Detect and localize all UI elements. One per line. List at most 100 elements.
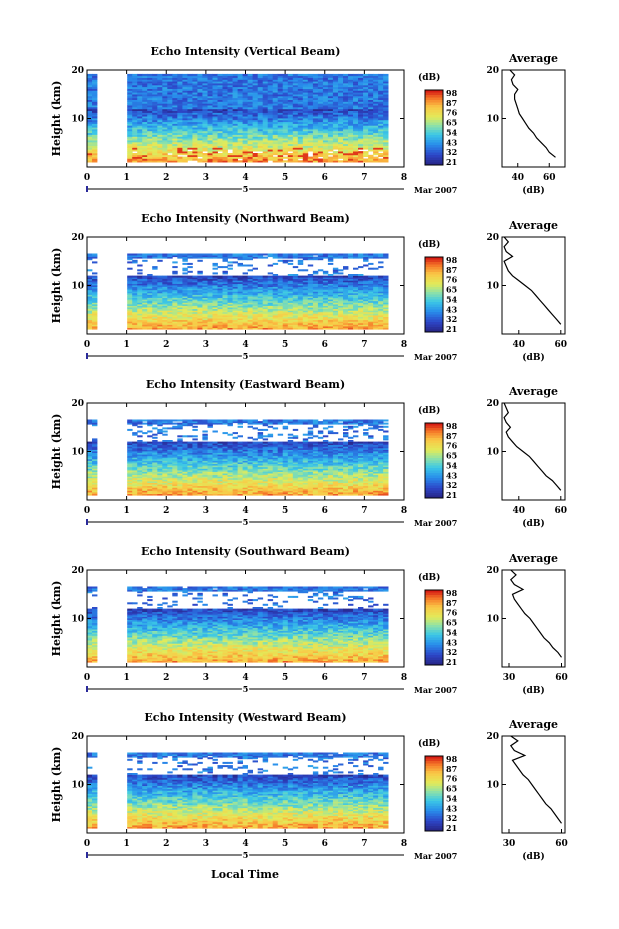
heatmap-cell <box>222 118 228 121</box>
heatmap-cell <box>247 127 253 130</box>
heatmap-cell <box>267 289 274 292</box>
heatmap-cell <box>373 92 379 95</box>
heatmap-cell <box>383 138 389 141</box>
heatmap-cell <box>147 296 153 298</box>
heatmap-cell <box>302 129 309 132</box>
heatmap-cell <box>152 145 158 148</box>
heatmap-cell <box>332 319 339 322</box>
heatmap-cell <box>277 118 284 121</box>
heatmap-cell <box>207 281 213 284</box>
heatmap-cell <box>277 316 284 319</box>
heatmap-cell <box>182 493 188 496</box>
profile-y-tick-label: 10 <box>486 282 499 292</box>
heatmap-cell <box>132 123 138 126</box>
heatmap-cell <box>172 90 178 93</box>
heatmap-cell <box>302 127 309 130</box>
heatmap-cell <box>227 136 233 139</box>
heatmap-cell <box>257 313 264 316</box>
heatmap-cell <box>322 493 329 496</box>
heatmap-cell <box>272 296 279 298</box>
heatmap-cell <box>322 149 329 152</box>
heatmap-cell <box>327 125 334 128</box>
heatmap-cell <box>348 308 354 311</box>
heatmap-cell <box>132 299 138 302</box>
heatmap-cell <box>177 275 183 278</box>
heatmap-cell <box>358 121 364 124</box>
heatmap-cell <box>358 108 364 111</box>
heatmap-cell <box>222 83 228 86</box>
heatmap-cell <box>358 125 364 128</box>
heatmap-cell <box>142 97 148 100</box>
heatmap-cell <box>302 97 309 100</box>
heatmap-cell <box>192 84 198 88</box>
heatmap-cell <box>373 322 379 325</box>
heatmap-cell <box>187 151 193 154</box>
heatmap-cell <box>202 145 208 148</box>
heatmap-cell <box>167 296 173 298</box>
heatmap-cell <box>202 121 208 124</box>
heatmap-cell <box>272 95 279 99</box>
heatmap-cell <box>383 129 389 132</box>
heatmap-cell <box>383 291 389 294</box>
heatmap-cell <box>282 493 289 496</box>
heatmap-cell <box>368 92 374 95</box>
heatmap-cell <box>147 125 153 128</box>
heatmap-cell <box>197 278 203 281</box>
heatmap-cell <box>247 316 253 319</box>
heatmap-cell <box>368 291 374 294</box>
heatmap-cell <box>332 90 339 93</box>
heatmap-cell <box>358 324 364 327</box>
heatmap-cell <box>87 324 93 327</box>
heatmap-cell <box>252 127 258 130</box>
heatmap-cell <box>348 114 354 117</box>
heatmap-cell <box>197 73 203 77</box>
heatmap-cell <box>162 108 168 111</box>
heatmap-cell <box>172 129 178 132</box>
heatmap-cell <box>267 75 274 78</box>
heatmap-cell <box>383 108 389 111</box>
heatmap-cell <box>322 108 329 111</box>
heatmap-cell <box>302 79 309 82</box>
heatmap-cell <box>327 107 334 110</box>
heatmap-cell <box>338 141 344 145</box>
heatmap-cell <box>182 107 188 110</box>
heatmap-cell <box>127 158 133 161</box>
heatmap-cell <box>157 259 163 262</box>
heatmap-cell <box>172 280 178 283</box>
heatmap-cell <box>182 288 188 291</box>
heatmap-cell <box>227 311 233 314</box>
heatmap-cell <box>358 275 364 278</box>
heatmap-cell <box>197 292 203 295</box>
heatmap-cell <box>262 280 269 283</box>
heatmap-cell <box>282 299 289 302</box>
heatmap-cell <box>177 300 183 303</box>
heatmap-cell <box>353 119 359 123</box>
heatmap-cell <box>292 291 299 294</box>
heatmap-cell <box>132 281 138 284</box>
heatmap-cell <box>132 256 138 259</box>
heatmap-cell <box>232 492 238 494</box>
heatmap-cell <box>262 292 269 295</box>
heatmap-cell <box>272 73 279 77</box>
heatmap-cell <box>247 81 253 84</box>
heatmap-cell <box>332 105 339 108</box>
heatmap-cell <box>378 280 384 283</box>
heatmap-cell <box>368 154 374 157</box>
heatmap-cell <box>222 119 228 123</box>
heatmap-cell <box>227 105 233 108</box>
heatmap-cell <box>187 289 193 292</box>
heatmap-cell <box>172 291 178 294</box>
heatmap-cell <box>383 86 389 89</box>
heatmap-cell <box>307 88 314 91</box>
heatmap-cell <box>277 95 284 99</box>
heatmap-cell <box>317 160 324 163</box>
heatmap-cell <box>87 141 93 145</box>
heatmap-cell <box>307 294 314 297</box>
heatmap-cell <box>137 264 143 267</box>
heatmap-cell <box>252 305 258 308</box>
heatmap-cell <box>267 105 274 108</box>
heatmap-cell <box>272 292 279 295</box>
heatmap-cell <box>207 158 213 161</box>
heatmap-cell <box>232 140 238 143</box>
